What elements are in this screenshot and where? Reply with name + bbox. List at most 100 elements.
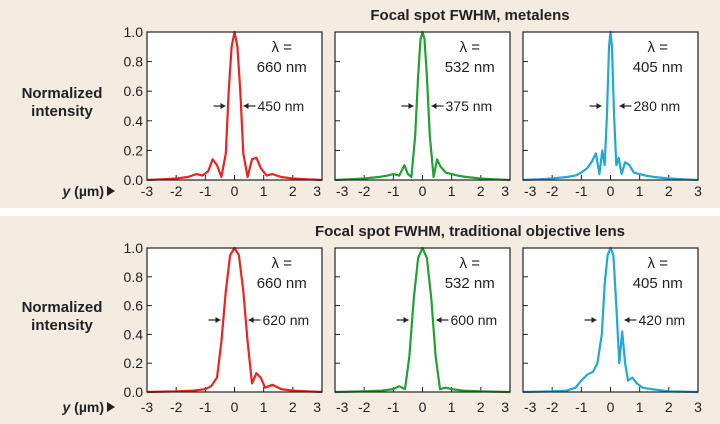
wavelength-label: λ = xyxy=(648,255,669,272)
x-tick-label: -3 xyxy=(141,399,154,415)
x-tick-label: 3 xyxy=(501,399,509,415)
fwhm-arrowhead-icon xyxy=(248,317,254,323)
x-tick-label: -3 xyxy=(336,399,349,415)
x-tick-label: -1 xyxy=(387,183,400,199)
fwhm-label: 450 nm xyxy=(258,98,305,114)
y-tick-label: 0.0 xyxy=(124,172,144,188)
axes-frame xyxy=(146,31,323,181)
x-tick-label: 0 xyxy=(607,183,615,199)
fwhm-arrowhead-icon xyxy=(431,103,437,109)
wavelength-label: 532 nm xyxy=(445,59,495,76)
x-tick-label: -3 xyxy=(141,183,154,199)
x-axis-arrow-icon xyxy=(107,186,115,196)
x-tick-label: 1 xyxy=(448,183,456,199)
x-tick-label: -1 xyxy=(575,183,588,199)
wavelength-label: 405 nm xyxy=(633,59,683,76)
wavelength-label: 660 nm xyxy=(257,59,307,76)
fwhm-arrowhead-icon xyxy=(220,103,226,109)
y-tick-label: 0.2 xyxy=(124,355,144,371)
wavelength-label: λ = xyxy=(460,39,481,56)
x-tick-label: 1 xyxy=(448,399,456,415)
x-tick-label: 3 xyxy=(313,183,321,199)
fwhm-arrowhead-icon xyxy=(243,103,249,109)
x-tick-label: 1 xyxy=(636,399,644,415)
y-tick-label: 1.0 xyxy=(124,24,144,40)
x-tick-label: 0 xyxy=(607,399,615,415)
wavelength-label: λ = xyxy=(460,255,481,272)
x-tick-label: -1 xyxy=(199,399,212,415)
y-tick-label: 0.4 xyxy=(124,113,144,129)
y-tick-label: 1.0 xyxy=(124,240,144,256)
fwhm-label: 420 nm xyxy=(639,312,686,328)
fwhm-label: 620 nm xyxy=(263,312,310,328)
x-tick-label: -2 xyxy=(546,183,559,199)
y-tick-label: 0.2 xyxy=(124,142,144,158)
x-tick-label: 3 xyxy=(313,399,321,415)
x-tick-label: 2 xyxy=(477,399,485,415)
wavelength-label: 532 nm xyxy=(445,275,495,292)
axes-frame xyxy=(522,247,699,393)
y-tick-label: 0.8 xyxy=(124,54,144,70)
x-tick-label: -2 xyxy=(546,399,559,415)
plot-area xyxy=(523,248,698,392)
x-tick-label: -1 xyxy=(575,399,588,415)
fwhm-arrowhead-icon xyxy=(436,317,442,323)
x-tick-label: -3 xyxy=(336,183,349,199)
x-tick-label: 0 xyxy=(419,399,427,415)
fwhm-arrowhead-icon xyxy=(624,317,630,323)
y-axis-label: Normalized xyxy=(22,85,103,102)
x-tick-label: 1 xyxy=(260,183,268,199)
y-tick-label: 0.8 xyxy=(124,269,144,285)
section-separator xyxy=(0,208,720,216)
intensity-curve xyxy=(522,246,699,394)
x-tick-label: 0 xyxy=(231,183,239,199)
fwhm-label: 375 nm xyxy=(446,98,493,114)
x-tick-label: -2 xyxy=(170,183,183,199)
fwhm-arrowhead-icon xyxy=(403,317,409,323)
plot-area xyxy=(147,248,322,392)
section-title: Focal spot FWHM, metalens xyxy=(370,7,569,24)
x-tick-label: -2 xyxy=(358,183,371,199)
x-tick-label: 3 xyxy=(501,183,509,199)
x-tick-label: -1 xyxy=(387,399,400,415)
section-title: Focal spot FWHM, traditional objective l… xyxy=(315,223,625,240)
x-tick-label: 3 xyxy=(694,399,702,415)
x-tick-label: 0 xyxy=(419,183,427,199)
fwhm-arrowhead-icon xyxy=(619,103,625,109)
x-tick-label: -2 xyxy=(170,399,183,415)
x-axis-label: y (µm) xyxy=(61,399,104,415)
x-tick-label: 2 xyxy=(665,399,673,415)
x-tick-label: 2 xyxy=(665,183,673,199)
wavelength-label: 660 nm xyxy=(257,275,307,292)
x-tick-label: -1 xyxy=(199,183,212,199)
plot-area xyxy=(523,32,698,180)
plot-area xyxy=(335,248,510,392)
wavelength-label: λ = xyxy=(648,39,669,56)
x-axis-arrow-icon xyxy=(107,402,115,412)
plot-area xyxy=(147,32,322,180)
y-tick-label: 0.4 xyxy=(124,326,144,342)
fwhm-arrowhead-icon xyxy=(215,317,221,323)
x-tick-label: 2 xyxy=(477,183,485,199)
intensity-curve xyxy=(146,246,323,394)
y-axis-label: Normalized xyxy=(22,299,103,316)
axes-frame xyxy=(334,247,511,393)
wavelength-label: 405 nm xyxy=(633,275,683,292)
x-tick-label: -3 xyxy=(524,399,537,415)
x-axis-label: y (µm) xyxy=(61,183,104,199)
x-tick-label: -3 xyxy=(524,183,537,199)
x-tick-label: -2 xyxy=(358,399,371,415)
fwhm-arrowhead-icon xyxy=(408,103,414,109)
x-tick-label: 0 xyxy=(231,399,239,415)
fwhm-label: 600 nm xyxy=(451,312,498,328)
axes-frame xyxy=(146,247,323,393)
x-tick-label: 2 xyxy=(289,183,297,199)
x-tick-label: 3 xyxy=(694,183,702,199)
y-tick-label: 0.6 xyxy=(124,298,144,314)
axes-frame xyxy=(334,31,511,181)
fwhm-label: 280 nm xyxy=(634,98,681,114)
x-tick-label: 1 xyxy=(260,399,268,415)
axes-frame xyxy=(522,31,699,181)
x-tick-label: 2 xyxy=(289,399,297,415)
